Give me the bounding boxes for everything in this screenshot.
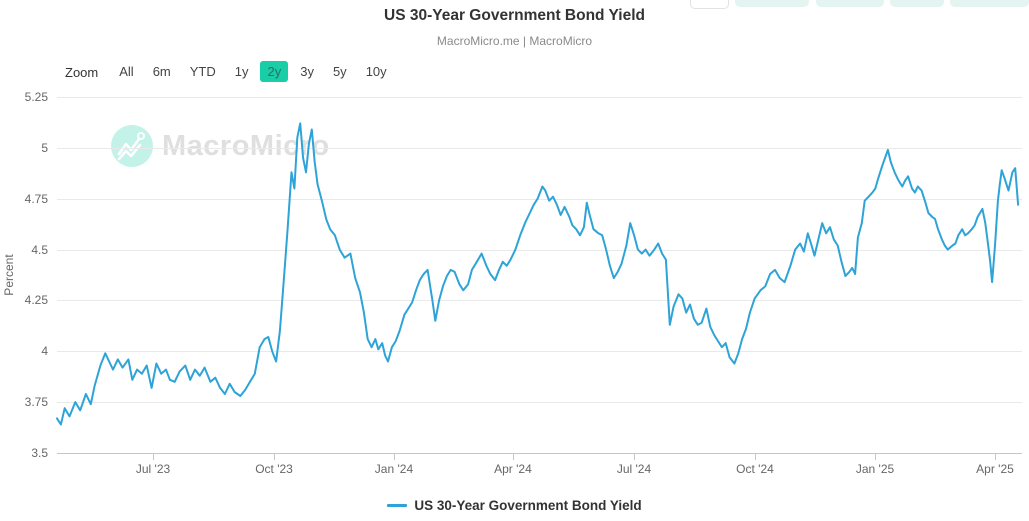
gridline [57,147,1022,149]
toolbar-button-stub[interactable] [690,0,729,9]
x-tick-mark [274,454,276,460]
toolbar-button-stub[interactable] [950,0,1029,7]
x-tick-label: Jan '25 [855,462,895,476]
range-buttons: All 6m YTD 1y 2y 3y 5y 10y [112,61,398,82]
zoom-label: Zoom [65,64,99,80]
range-button-6m[interactable]: 6m [152,64,171,79]
yield-line-series[interactable] [56,122,1020,426]
x-tick-mark [153,454,155,460]
x-tick-label: Apr '25 [976,462,1014,476]
legend-label: US 30-Year Government Bond Yield [414,498,642,513]
y-tick-label: 5.25 [24,90,48,104]
x-tick-mark [512,454,514,460]
y-tick-label: 4.25 [24,293,48,308]
gridline [57,351,1022,353]
y-tick-label: 5 [41,140,48,155]
range-button-3y[interactable]: 3y [300,64,314,79]
gridline [57,300,1022,302]
x-tick-label: Apr '24 [494,462,532,476]
gridline [57,249,1022,251]
x-tick-mark [875,454,877,460]
range-selector: Zoom All 6m YTD 1y 2y 3y 5y 10y [65,61,399,82]
range-button-all[interactable]: All [119,64,134,79]
chart-subtitle: MacroMicro.me | MacroMicro [436,34,593,48]
toolbar-button-stub[interactable] [735,0,809,7]
toolbar-button-stub[interactable] [816,0,884,7]
x-tick-label: Oct '23 [255,462,293,476]
x-tick-label: Jan '24 [374,462,414,476]
x-tick-label: Jul '23 [135,462,171,476]
gridline [57,453,1022,454]
gridline [57,402,1022,404]
toolbar-button-stub[interactable] [890,0,944,7]
x-tick-mark [393,454,395,460]
range-button-2y[interactable]: 2y [260,61,289,82]
legend-item[interactable]: US 30-Year Government Bond Yield [0,498,1029,513]
x-tick-mark [633,454,635,460]
page-title: US 30-Year Government Bond Yield [384,7,645,24]
y-tick-label: 3.75 [24,395,48,410]
x-tick-label: Jul '24 [616,462,652,476]
legend-line-swatch [387,504,408,507]
range-button-1y[interactable]: 1y [234,64,249,79]
y-tick-label: 4.75 [24,191,48,206]
x-tick-label: Oct '24 [736,462,774,476]
x-tick-mark [994,454,996,460]
yield-line-chart [56,122,1020,426]
range-button-5y[interactable]: 5y [332,64,347,79]
y-tick-label: 4 [41,344,48,359]
y-axis-title: Percent [2,254,16,296]
x-tick-mark [754,454,756,460]
gridline [57,198,1022,200]
y-tick-label: 4.5 [31,242,48,257]
y-tick-label: 3.5 [31,446,48,460]
range-button-10y[interactable]: 10y [365,64,387,79]
range-button-ytd[interactable]: YTD [189,64,216,79]
gridline [57,97,1022,98]
